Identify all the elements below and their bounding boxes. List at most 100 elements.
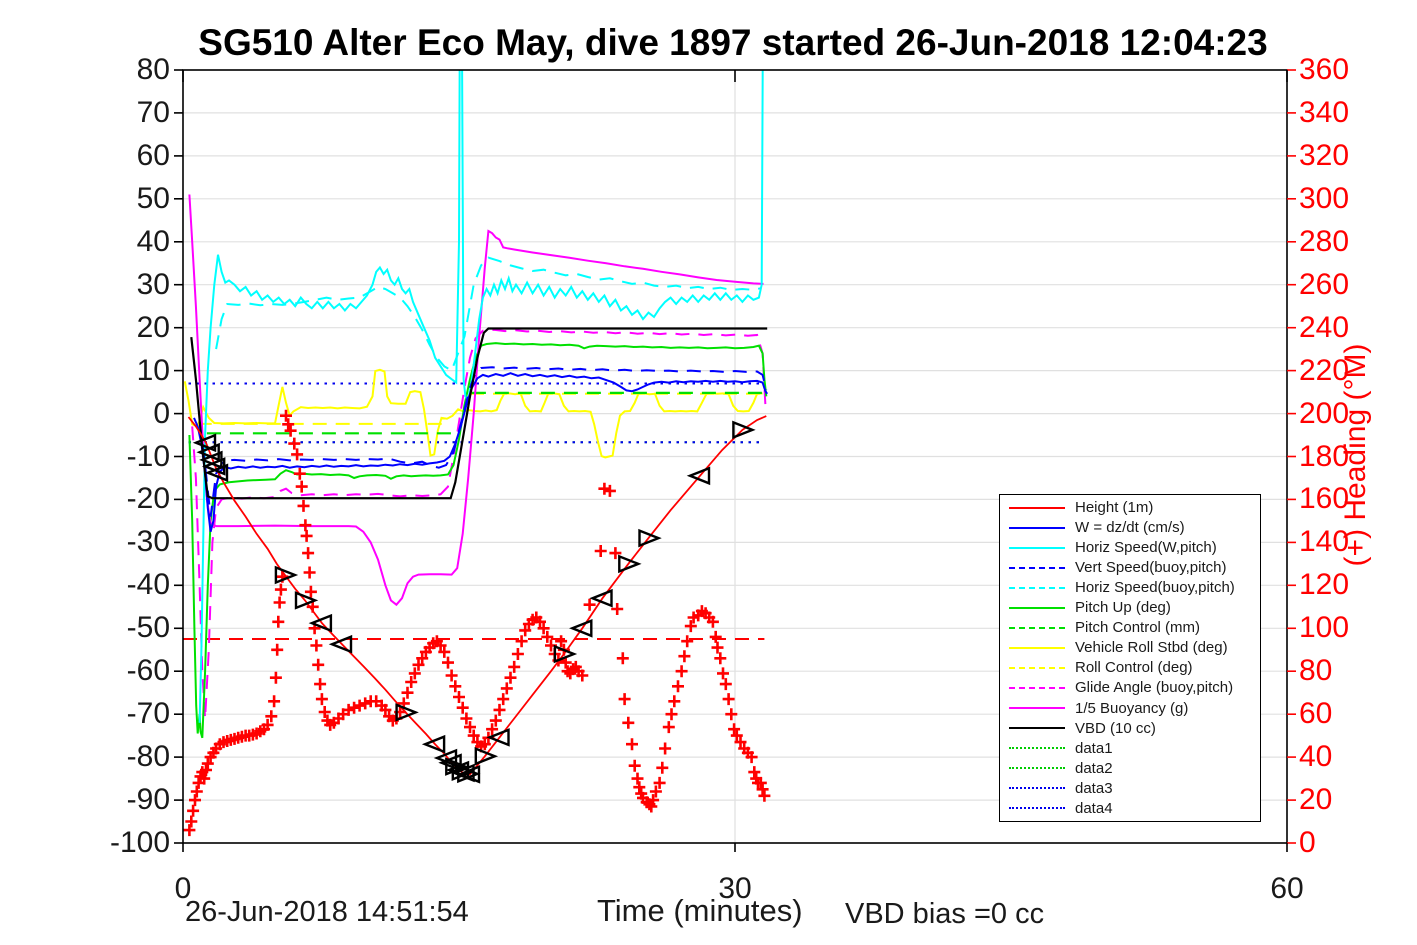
legend-item: data2 [1000,759,1260,778]
legend-line-sample [1009,586,1065,589]
series-buoyancy [188,194,764,607]
legend-item: Vert Speed(buoy,pitch) [1000,558,1260,577]
legend-item-label: 1/5 Buoyancy (g) [1075,699,1189,717]
height-triangle-marker [553,644,578,664]
series-pitch-up [188,342,768,739]
height-triangle-marker [328,634,353,654]
height-triangle-marker [308,613,333,633]
legend-line-sample [1009,646,1065,649]
y-left-tick-label: -70 [126,697,170,731]
y-left-tick-label: -80 [126,740,170,774]
y-left-tick-label: -30 [126,525,170,559]
height-triangle-marker [686,466,711,486]
height-triangle-marker [274,565,299,585]
series-height [187,415,767,776]
legend-line-sample [1009,787,1065,790]
y-left-tick-label: -100 [109,826,170,859]
y-left-tick-label: -90 [126,783,170,817]
chart-title: SG510 Alter Eco May, dive 1897 started 2… [198,22,1268,63]
y-right-tick-label: 360 [1299,53,1350,86]
y-right-tick-label: 60 [1299,697,1333,731]
legend-item: data1 [1000,739,1260,758]
legend-item-label: Vehicle Roll Stbd (deg) [1075,639,1228,657]
y-right-tick-label: 40 [1299,740,1333,774]
y-left-tick-label: -60 [126,654,170,688]
series-vert-speed [198,366,768,517]
legend-line-sample [1009,566,1065,569]
legend-line-sample [1009,767,1065,770]
height-triangle-marker [456,765,481,784]
y-left-tick-label: -50 [126,611,170,645]
y-left-tick-label: -20 [126,482,170,516]
legend-item-label: data1 [1075,739,1113,757]
legend-item-label: Glide Angle (buoy,pitch) [1075,679,1234,697]
legend-item-label: W = dz/dt (cm/s) [1075,519,1185,537]
legend-item-label: Roll Control (deg) [1075,659,1193,677]
legend-line-sample [1009,526,1065,529]
legend-line-sample [1009,727,1065,730]
legend-item-label: data4 [1075,799,1113,817]
legend-item-label: Vert Speed(buoy,pitch) [1075,559,1227,577]
y-left-tick-label: 20 [136,310,170,344]
series-vbd [190,327,768,500]
y-left-tick-label: 50 [136,181,170,215]
legend-line-sample [1009,626,1065,629]
y-right-tick-label: 160 [1299,482,1350,516]
legend-line-sample [1009,707,1065,710]
y-right-tick-label: 260 [1299,267,1350,301]
y-left-tick-label: 70 [136,95,170,129]
x-tick-label: 0 [174,872,192,905]
height-triangle-marker [421,734,446,754]
series-vehicle-roll [183,368,763,459]
y-right-tick-label: 300 [1299,181,1350,215]
y-left-tick-label: 60 [136,138,170,172]
y-right-tick-label: 100 [1299,611,1350,645]
legend-item-label: data2 [1075,759,1113,777]
y-right-tick-label: 240 [1299,310,1350,344]
legend-item: W = dz/dt (cm/s) [1000,518,1260,537]
height-triangle-marker [638,528,662,548]
y-left-tick-label: 10 [136,353,170,387]
y-right-tick-label: 220 [1299,353,1350,387]
height-triangle-marker [445,757,469,776]
y-right-tick-label: 120 [1299,568,1350,602]
series-heading-plus-markers [183,409,771,837]
y-right-tick-label: 20 [1299,783,1333,817]
height-triangle-marker [192,433,217,453]
y-left-tick-label: 0 [153,396,170,430]
legend-item: 1/5 Buoyancy (g) [1000,699,1260,718]
height-triangle-marker [204,463,229,483]
series-horiz-speed-buoy [215,256,762,373]
y-right-tick-label: 140 [1299,525,1350,559]
height-triangle-marker [395,703,419,722]
y-right-tick-label: 320 [1299,138,1350,172]
legend-line-sample [1009,546,1065,549]
legend-item-label: data3 [1075,779,1113,797]
legend-line-sample [1009,747,1065,750]
legend-item-label: Height (1m) [1075,499,1154,517]
legend-item: Horiz Speed(buoy,pitch) [1000,578,1260,597]
legend-item-label: Pitch Control (mm) [1075,619,1201,637]
legend-item-label: Horiz Speed(buoy,pitch) [1075,579,1235,597]
height-triangle-marker [438,753,462,772]
legend-item-label: VBD (10 cc) [1075,719,1156,737]
legend-line-sample [1009,686,1065,689]
legend-line-sample [1009,807,1065,810]
legend-item: Roll Control (deg) [1000,658,1260,677]
legend-line-sample [1009,506,1065,509]
legend-item: data3 [1000,779,1260,798]
legend: Height (1m) W = dz/dt (cm/s) Horiz Speed(W… [999,494,1261,822]
y-left-tick-label: 30 [136,267,170,301]
height-triangle-marker [294,591,319,610]
height-triangle-marker [486,728,510,747]
legend-item: VBD (10 cc) [1000,719,1260,738]
legend-item: Pitch Control (mm) [1000,618,1260,637]
y-right-tick-label: 340 [1299,95,1350,129]
y-left-tick-label: -10 [126,439,170,473]
height-triangle-marker [618,554,642,574]
height-triangle-marker [589,588,613,608]
height-triangle-marker [569,619,593,638]
legend-item-label: Horiz Speed(W,pitch) [1075,539,1217,557]
legend-line-sample [1009,666,1065,669]
series-glide-angle [191,328,767,719]
